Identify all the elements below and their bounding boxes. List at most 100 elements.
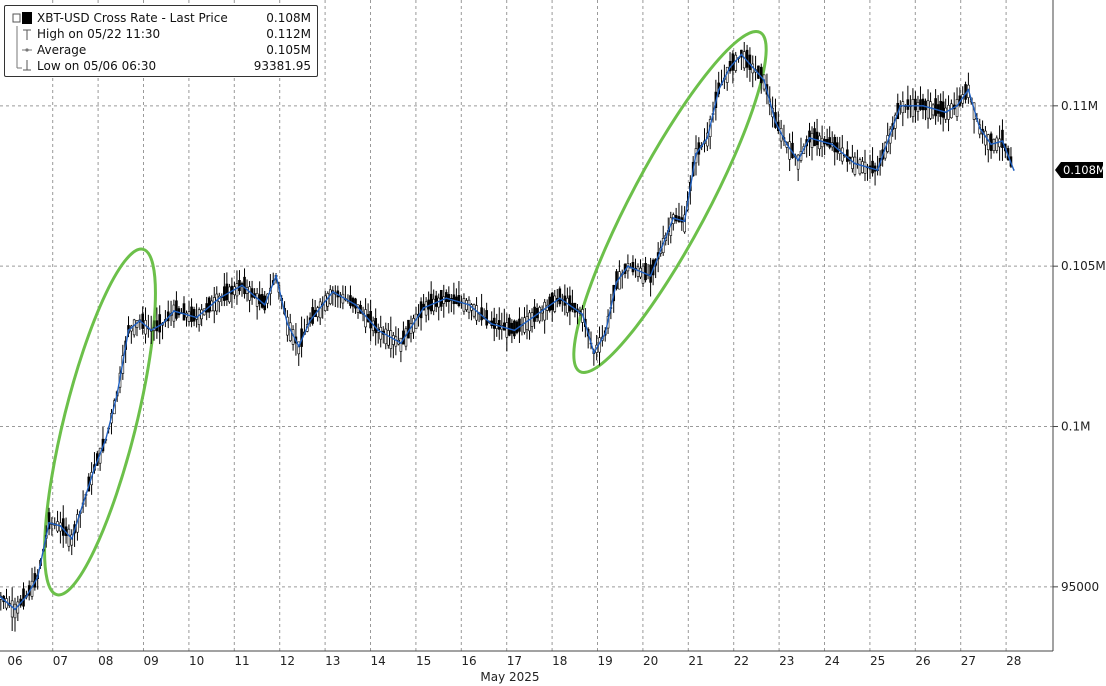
- price-point: [876, 169, 879, 171]
- candle-body: [10, 600, 14, 618]
- price-point: [956, 104, 958, 107]
- legend-average-value: 0.105M: [266, 43, 311, 57]
- candle-body: [914, 98, 917, 111]
- candle-body: [950, 103, 953, 119]
- price-point: [14, 608, 16, 611]
- y-tick-label: 0.11M: [1061, 99, 1098, 113]
- x-tick-label: 13: [325, 654, 340, 668]
- candle-body: [228, 286, 231, 303]
- candle-body: [955, 99, 959, 117]
- price-point: [763, 79, 765, 82]
- candle-body: [818, 135, 821, 150]
- price-point: [241, 284, 243, 287]
- price-point: [967, 88, 970, 91]
- candle-body: [820, 137, 824, 148]
- price-point: [377, 329, 380, 332]
- grid-lines: [0, 0, 1053, 651]
- candle-body: [683, 214, 686, 233]
- price-point: [615, 281, 618, 284]
- legend-title-value: 0.108M: [266, 11, 311, 25]
- candle-body: [70, 534, 74, 546]
- candle-body: [510, 322, 514, 334]
- candle-body: [497, 320, 501, 330]
- candle-body: [518, 318, 521, 332]
- candle-body: [215, 293, 219, 312]
- candle-body: [636, 266, 640, 277]
- candle-body: [190, 306, 193, 322]
- highlight-ellipse-may-07-09: [43, 247, 157, 597]
- price-point: [275, 274, 277, 277]
- candle-body: [192, 309, 196, 322]
- legend-high-value: 0.112M: [266, 27, 311, 41]
- price-point: [944, 111, 947, 114]
- y-axis-ticks: 95000 0.1M 0.105M 0.11M: [1053, 99, 1106, 594]
- candle-body: [810, 132, 814, 148]
- candle-body: [158, 314, 162, 333]
- legend-high-label: High on 05/22 11:30: [37, 27, 161, 41]
- y-tick-label: 0.1M: [1061, 420, 1090, 434]
- price-point: [48, 521, 50, 524]
- candle-body: [248, 286, 251, 301]
- candle-body: [742, 51, 746, 69]
- candle-body: [936, 104, 940, 114]
- price-point: [195, 316, 198, 319]
- candle-body: [731, 53, 735, 71]
- candle-body: [871, 160, 874, 174]
- x-tick-label: 20: [643, 654, 658, 668]
- legend-row-last-price: XBT-USD Cross Rate - Last Price 0.108M: [5, 10, 317, 26]
- price-point: [604, 332, 607, 335]
- candle-body: [364, 309, 367, 328]
- candle-body: [187, 311, 191, 322]
- price-point: [59, 525, 62, 527]
- legend-last-price-icon: [12, 10, 32, 26]
- x-tick-label: 27: [961, 654, 976, 668]
- candle-body: [223, 286, 226, 301]
- price-point: [785, 143, 788, 146]
- candle-body: [759, 66, 763, 84]
- candle-body: [641, 265, 645, 284]
- candle-body: [297, 341, 301, 355]
- price-point: [717, 88, 720, 91]
- candle-body: [424, 301, 428, 316]
- price-point: [774, 120, 777, 123]
- price-point: [672, 217, 675, 219]
- candle-body: [931, 104, 935, 116]
- candle-body: [155, 320, 159, 332]
- x-axis-ticks: 06 07 08 09 10 11 12 13 14 15 16 17 18 19 20 21 22 23 24 25…: [7, 654, 1021, 668]
- x-tick-label: 06: [7, 654, 22, 668]
- candle-body: [175, 300, 178, 319]
- candle-body: [260, 294, 264, 308]
- candle-body: [207, 297, 211, 313]
- candle-body: [427, 299, 430, 310]
- candle-body: [379, 326, 383, 340]
- candle-body: [462, 298, 466, 312]
- last-price-badge-label: 0.108M: [1063, 163, 1106, 177]
- candle-body: [815, 131, 819, 146]
- price-point: [558, 297, 561, 300]
- price-point: [173, 310, 175, 312]
- candle-body: [197, 309, 201, 325]
- candle-body: [480, 307, 483, 321]
- price-point: [82, 502, 84, 505]
- candle-body: [828, 137, 831, 148]
- x-tick-label: 25: [870, 654, 885, 668]
- candle-body: [525, 316, 529, 330]
- candle-body: [243, 276, 246, 295]
- candle-body: [644, 263, 647, 281]
- x-tick-label: 15: [416, 654, 431, 668]
- last-price-badge-shape: [1055, 161, 1103, 178]
- candle-body: [439, 289, 443, 307]
- legend-low-icon: [12, 58, 32, 74]
- price-point: [854, 162, 856, 165]
- x-tick-label: 18: [552, 654, 567, 668]
- candle-body: [538, 307, 541, 322]
- chart-legend: XBT-USD Cross Rate - Last Price 0.108M H…: [4, 5, 318, 77]
- price-point: [922, 104, 924, 107]
- price-point: [468, 303, 470, 306]
- price-point: [706, 136, 709, 139]
- candle-body: [513, 320, 516, 337]
- price-point: [150, 329, 153, 332]
- candle-body: [172, 304, 176, 322]
- price-point: [286, 322, 289, 325]
- price-point: [116, 393, 119, 396]
